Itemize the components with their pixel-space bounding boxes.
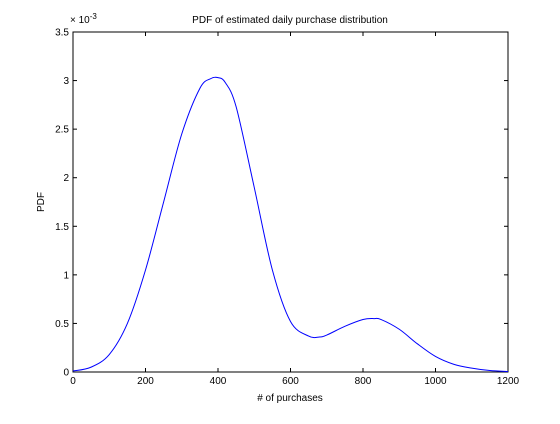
axes-box bbox=[72, 31, 509, 373]
x-tick-label: 400 bbox=[210, 376, 227, 387]
y-multiplier-label: × 10-3 bbox=[70, 12, 97, 26]
x-tick-label: 200 bbox=[137, 376, 154, 387]
x-tick-label: 600 bbox=[282, 376, 299, 387]
y-axis-label: PDF bbox=[36, 192, 47, 212]
chart-title: PDF of estimated daily purchase distribu… bbox=[192, 15, 388, 26]
y-tick-label: 0 bbox=[63, 368, 69, 379]
series-line bbox=[72, 76, 509, 373]
y-tick-label: 3 bbox=[63, 76, 69, 87]
y-tick-label: 2 bbox=[63, 173, 69, 184]
y-tick-label: 1.5 bbox=[55, 222, 69, 233]
x-tick-label: 1000 bbox=[424, 376, 447, 387]
y-tick-label: 2.5 bbox=[55, 125, 69, 136]
y-tick-label: 0.5 bbox=[55, 319, 69, 330]
x-tick-label: 1200 bbox=[497, 376, 520, 387]
x-axis-label: # of purchases bbox=[257, 393, 323, 404]
x-axis-ticks: 0 200 400 600 800 1000 1200 bbox=[70, 32, 520, 387]
y-axis-ticks: 0 0.5 1 1.5 2 2.5 3 3.5 bbox=[55, 28, 508, 379]
x-tick-label: 800 bbox=[355, 376, 372, 387]
y-multiplier-base: × 10 bbox=[70, 15, 90, 26]
y-tick-label: 3.5 bbox=[55, 28, 69, 39]
x-tick-label: 0 bbox=[70, 376, 76, 387]
y-tick-label: 1 bbox=[63, 270, 69, 281]
y-multiplier-exponent: -3 bbox=[90, 12, 98, 21]
